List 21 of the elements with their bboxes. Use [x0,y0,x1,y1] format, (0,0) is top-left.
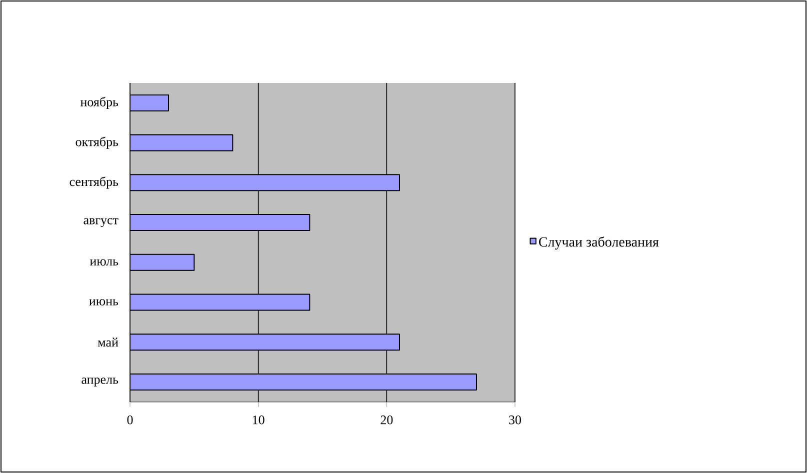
bar [130,174,400,192]
y-tick-label: сентябрь [70,176,118,189]
bar [130,214,310,232]
y-tick-label: октябрь [76,136,118,149]
y-tick-label: июль [90,259,118,266]
x-tick-label: 30 [509,416,522,424]
x-tick-label: 10 [252,416,264,424]
x-tick-label: 20 [380,416,393,424]
legend-label: Случаи заболевания [539,236,659,250]
y-tick-label: июнь [89,299,118,306]
y-tick-label: май [98,338,118,347]
bar [130,294,310,311]
bar [130,334,400,351]
y-tick-label: август [84,218,118,228]
bar [130,254,195,271]
y-tick-label: ноябрь [80,96,118,109]
bar [130,94,170,112]
y-tick-label: апрель [82,378,118,386]
bar [130,134,234,152]
x-tick-label: 0 [127,416,133,424]
bar [130,374,477,391]
